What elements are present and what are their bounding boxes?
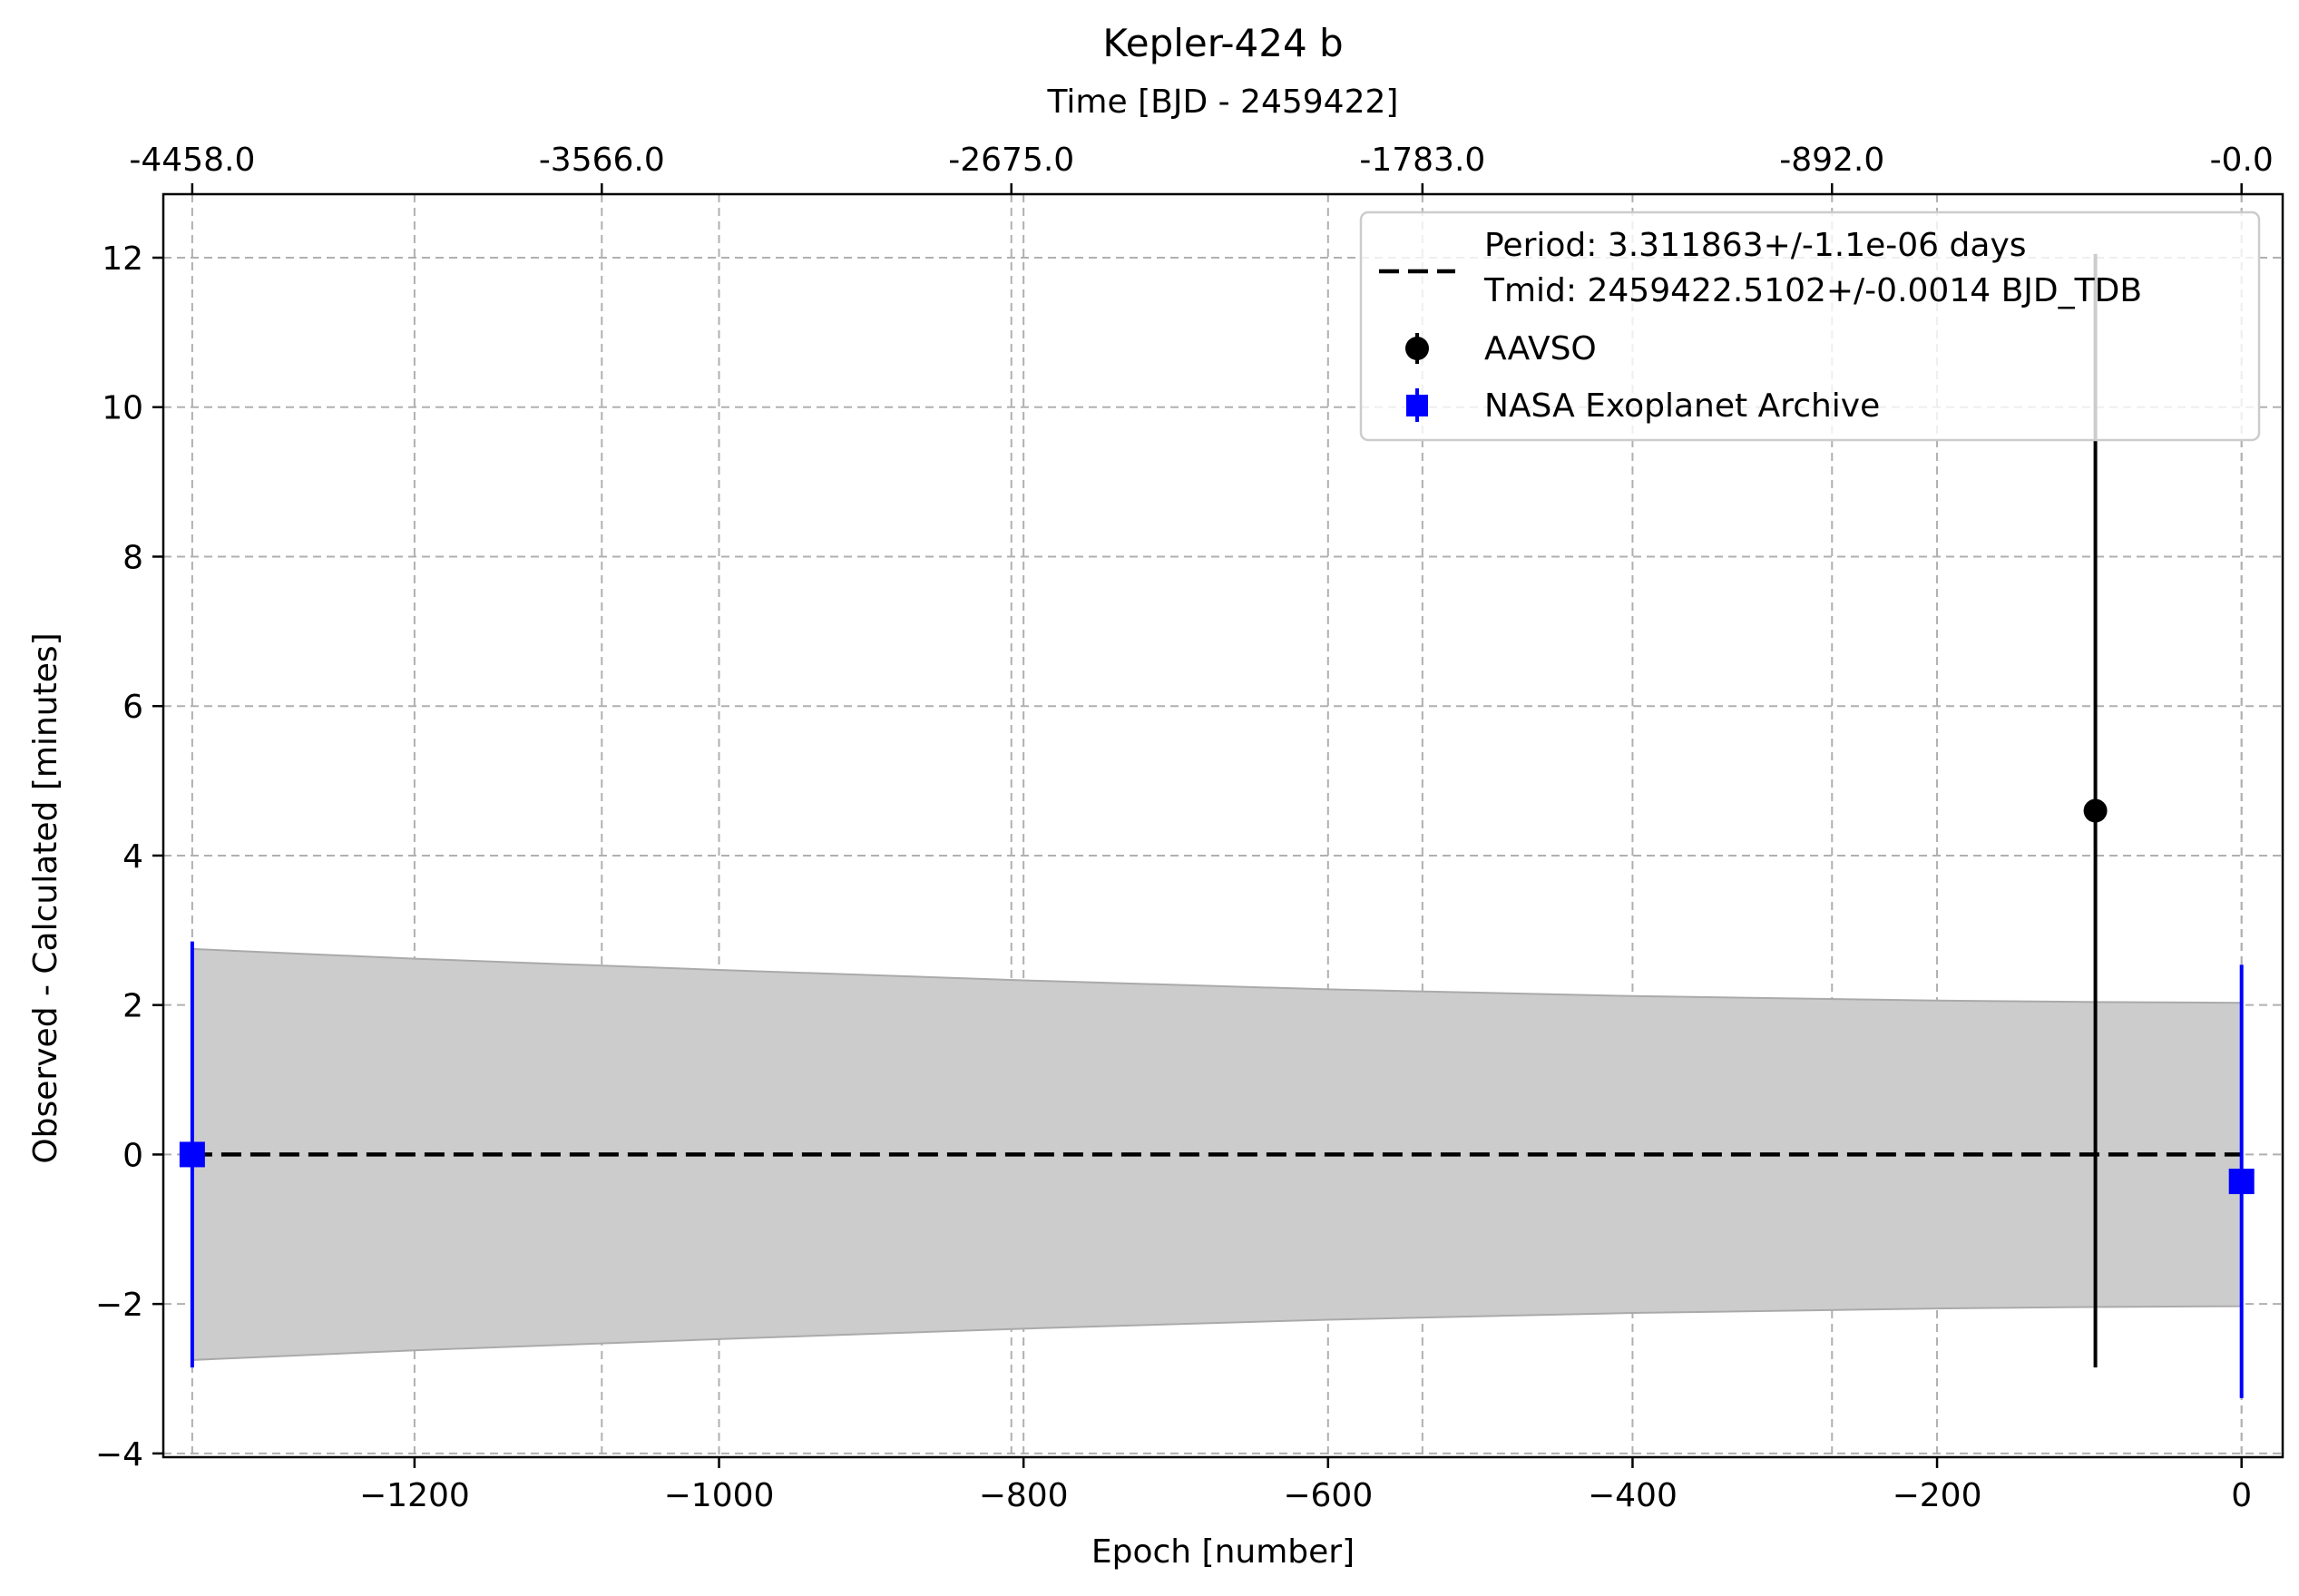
x-tick-label: −1000	[664, 1477, 775, 1514]
top-tick-label: -4458.0	[129, 142, 255, 179]
top-tick-label: -2675.0	[948, 142, 1074, 179]
x-tick-label: −600	[1283, 1477, 1373, 1514]
y-tick-label: 12	[102, 240, 143, 278]
legend-aavso-marker	[1405, 337, 1429, 360]
ticks: −1200 −1000 −800 −600 −400 −200 0 −4 −2 0 2 4 6 8 10 12…	[95, 142, 2274, 1514]
top-tick-label: -0.0	[2210, 142, 2274, 179]
plot-frame	[161, 192, 2284, 1459]
legend: Period: 3.311863+/-1.1e-06 days Tmid: 24…	[1359, 211, 2261, 442]
x-tick-label: −1200	[359, 1477, 470, 1514]
top-tick-label: -892.0	[1779, 142, 1884, 179]
data-point-square	[2228, 1169, 2255, 1195]
data-point-square	[179, 1141, 205, 1168]
x-tick-label: −800	[979, 1477, 1069, 1514]
legend-aavso-label: AAVSO	[1484, 330, 1597, 367]
legend-fit-label-line2: Tmid: 2459422.5102+/-0.0014 BJD_TDB	[1483, 272, 2142, 309]
y-tick-label: 4	[122, 838, 143, 876]
x-axis-label: Epoch [number]	[1091, 1533, 1355, 1571]
y-tick-label: 2	[122, 988, 143, 1025]
legend-nasa-label: NASA Exoplanet Archive	[1484, 387, 1880, 425]
chart-title: Kepler-424 b	[1102, 21, 1343, 65]
y-axis-label: Observed - Calculated [minutes]	[27, 632, 64, 1163]
x-tick-label: −200	[1893, 1477, 1982, 1514]
y-tick-label: −4	[95, 1436, 143, 1474]
x-tick-label: 0	[2231, 1477, 2252, 1514]
y-tick-label: 10	[102, 390, 143, 427]
y-tick-label: 0	[122, 1137, 143, 1174]
top-tick-label: -1783.0	[1359, 142, 1485, 179]
legend-fit-label-line1: Period: 3.311863+/-1.1e-06 days	[1484, 227, 2027, 264]
legend-box	[1359, 211, 2261, 442]
y-tick-label: 8	[122, 539, 143, 576]
top-axis-label: Time [BJD - 2459422]	[1047, 83, 1399, 121]
data-point-circle	[2083, 798, 2108, 823]
x-tick-label: −400	[1588, 1477, 1678, 1514]
top-tick-label: -3566.0	[539, 142, 665, 179]
legend-nasa-marker	[1406, 395, 1428, 416]
y-tick-label: −2	[95, 1287, 143, 1324]
y-tick-label: 6	[122, 689, 143, 726]
